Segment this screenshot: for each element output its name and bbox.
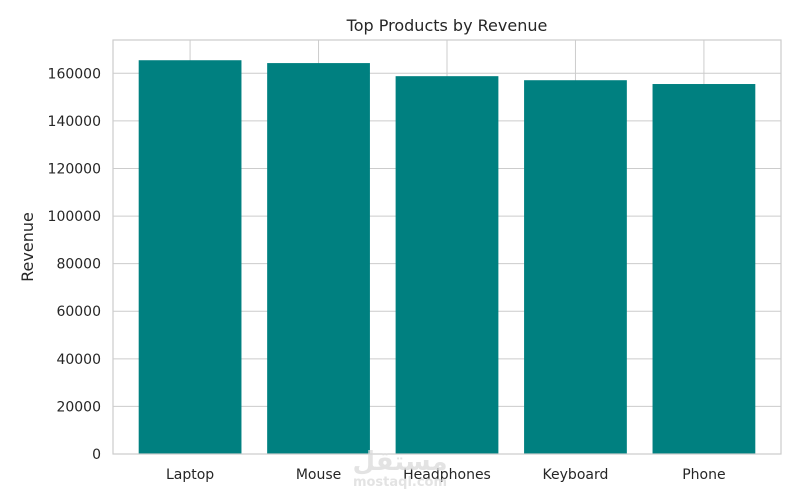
x-tick-labels: Laptop Mouse Headphones Keyboard Phone — [166, 467, 726, 483]
x-tick-label: Headphones — [403, 467, 491, 483]
watermark-brand: مستقل — [352, 447, 447, 477]
y-tick-label: 100000 — [48, 209, 101, 225]
x-tick-label: Phone — [682, 467, 725, 483]
bar-headphones — [395, 76, 499, 454]
plot-frame — [112, 39, 782, 455]
y-tick-label: 20000 — [56, 399, 101, 415]
bar-mouse — [267, 63, 370, 454]
bar-keyboard — [524, 80, 627, 455]
chart-title: Top Products by Revenue — [346, 16, 548, 35]
y-tick-labels: 0 20000 40000 60000 80000 100000 120000 140000 1… — [48, 66, 101, 463]
y-tick-label: 160000 — [48, 66, 101, 82]
y-tick-label: 80000 — [56, 257, 101, 273]
watermark-url: mostaql.com — [353, 475, 447, 490]
bar-phone — [652, 84, 756, 454]
bars — [138, 60, 756, 455]
bar-laptop — [138, 60, 242, 455]
y-axis-label: Revenue — [18, 212, 37, 282]
y-tick-label: 140000 — [48, 114, 101, 130]
y-tick-label: 40000 — [56, 352, 101, 368]
x-tick-label: Laptop — [166, 467, 214, 483]
y-tick-label: 60000 — [56, 304, 101, 320]
x-tick-label: Mouse — [296, 467, 341, 483]
y-tick-label: 0 — [92, 447, 101, 463]
y-tick-label: 120000 — [48, 161, 101, 177]
x-tick-label: Keyboard — [543, 467, 609, 483]
